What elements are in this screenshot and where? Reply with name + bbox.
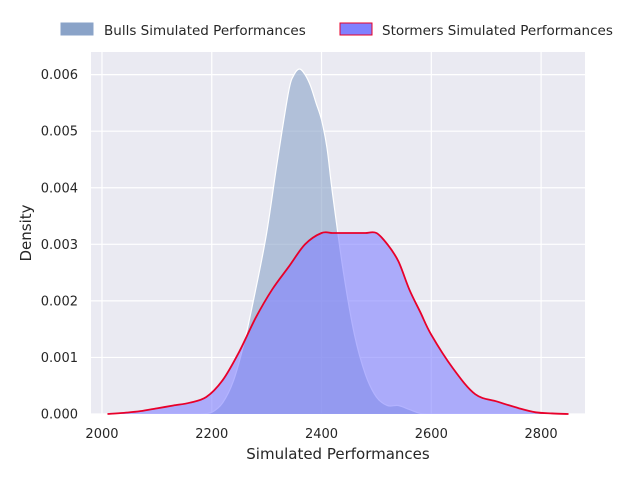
y-axis-label: Density — [17, 204, 35, 261]
y-tick-label: 0.000 — [41, 408, 78, 423]
legend-label-bulls: Bulls Simulated Performances — [104, 23, 306, 39]
legend: Bulls Simulated Performances Stormers Si… — [60, 22, 613, 39]
x-tick-label: 2000 — [85, 427, 118, 442]
x-tick-label: 2400 — [305, 427, 338, 442]
x-tick-label: 2200 — [195, 427, 228, 442]
x-axis-ticks: 2000 2200 2400 2600 2800 — [85, 427, 557, 442]
x-tick-label: 2800 — [525, 427, 558, 442]
x-axis-label: Simulated Performances — [246, 445, 430, 463]
legend-swatch-bulls — [60, 22, 94, 36]
y-tick-label: 0.001 — [41, 351, 78, 366]
series-area-stormers — [107, 232, 569, 414]
series-line-stormers — [107, 231, 569, 415]
legend-label-stormers: Stormers Simulated Performances — [382, 23, 613, 39]
legend-swatch-stormers — [339, 22, 373, 36]
y-tick-label: 0.004 — [41, 181, 78, 196]
y-tick-label: 0.005 — [41, 125, 78, 140]
y-tick-label: 0.006 — [41, 68, 78, 83]
x-tick-label: 2600 — [415, 427, 448, 442]
series-layer — [107, 68, 569, 415]
y-axis-ticks: 0.000 0.001 0.002 0.003 0.004 0.005 0.006 — [41, 68, 78, 422]
y-tick-label: 0.003 — [41, 238, 78, 253]
y-tick-label: 0.002 — [41, 294, 78, 309]
